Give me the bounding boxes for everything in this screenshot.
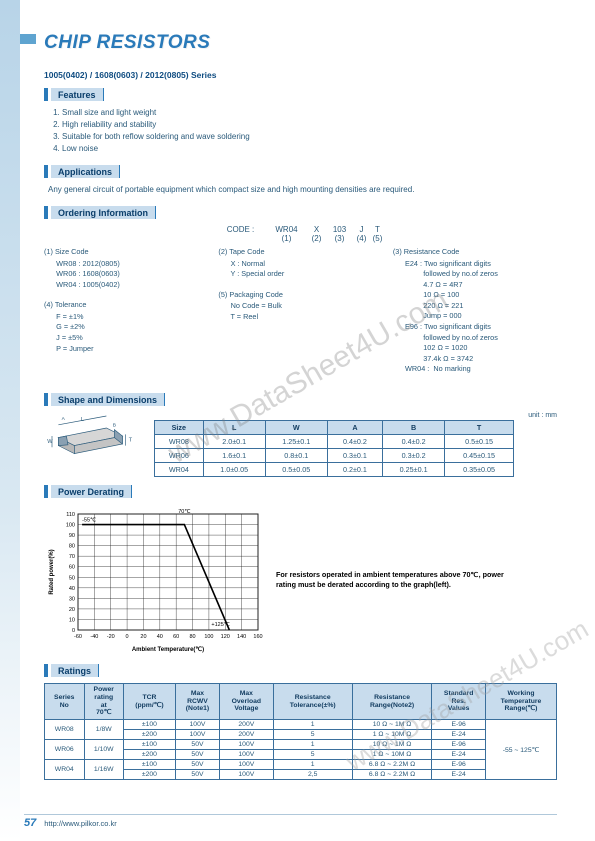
svg-text:Ambient Temperature(℃): Ambient Temperature(℃): [132, 646, 204, 653]
derating-chart: -60 -40 -20 0 20 40 60 80 100 120 140 160 0 10 20 30 40 5…: [44, 504, 264, 656]
svg-text:80: 80: [189, 634, 195, 640]
dimensions-wrap: L W T A B unit : mm SizeLWABTWR082.0±0.1…: [44, 412, 557, 477]
ordering-code: CODE : WR04X103JT(1)(2)(3)(4)(5): [44, 225, 557, 243]
table-row: WR081/8W±100100V200V110 Ω ~ 1M ΩE-96-55 …: [45, 720, 557, 730]
ratings-heading: Ratings: [44, 664, 557, 677]
derating-note: For resistors operated in ambient temper…: [276, 570, 516, 589]
series-line: 1005(0402) / 1608(0603) / 2012(0805) Ser…: [44, 70, 557, 80]
svg-text:100: 100: [204, 634, 213, 640]
dim-T: T: [129, 438, 133, 444]
svg-text:110: 110: [66, 512, 75, 518]
dim-B: B: [113, 422, 116, 428]
dim-L: L: [81, 417, 84, 423]
svg-text:-20: -20: [107, 634, 115, 640]
svg-text:120: 120: [221, 634, 230, 640]
svg-text:40: 40: [69, 586, 75, 592]
footer: 57 http://www.pilkor.co.kr: [24, 817, 117, 829]
dim-A: A: [62, 416, 66, 422]
table-row: WR041/16W±10050V100V16.8 Ω ~ 2.2M ΩE-96: [45, 760, 557, 770]
left-margin-bar: [0, 0, 20, 841]
svg-text:80: 80: [69, 544, 75, 550]
svg-text:100: 100: [66, 522, 75, 528]
dim-W: W: [47, 439, 53, 445]
svg-text:30: 30: [69, 596, 75, 602]
shape-heading: Shape and Dimensions: [44, 393, 557, 406]
svg-text:20: 20: [140, 634, 146, 640]
dimensions-table: SizeLWABTWR082.0±0.11.25±0.10.4±0.20.4±0…: [154, 420, 514, 477]
derating-heading: Power Derating: [44, 485, 557, 498]
features-body: Small size and light weightHigh reliabil…: [48, 107, 557, 155]
corner-notch: [20, 34, 36, 44]
svg-text:10: 10: [69, 617, 75, 623]
ordering-heading: Ordering Information: [44, 206, 557, 219]
applications-heading: Applications: [44, 165, 557, 178]
ratings-table: SeriesNoPowerratingat70℃TCR(ppm/℃)MaxRCW…: [44, 683, 557, 780]
dimensions-diagram: L W T A B: [44, 412, 140, 468]
page-number: 57: [24, 817, 36, 829]
features-heading: Features: [44, 88, 557, 101]
svg-text:70℃: 70℃: [178, 509, 191, 515]
svg-text:-55℃: -55℃: [82, 517, 97, 523]
page-title: CHIP RESISTORS: [44, 32, 557, 54]
table-row: WR061.6±0.10.8±0.10.3±0.10.3±0.20.45±0.1…: [155, 448, 514, 462]
feature-item: Low noise: [62, 143, 557, 155]
svg-text:+125℃: +125℃: [211, 622, 230, 628]
svg-text:40: 40: [157, 634, 163, 640]
feature-item: High reliability and stability: [62, 119, 557, 131]
svg-text:0: 0: [126, 634, 129, 640]
table-row: WR041.0±0.050.5±0.050.2±0.10.25±0.10.35±…: [155, 462, 514, 476]
svg-text:160: 160: [253, 634, 262, 640]
derating-wrap: -60 -40 -20 0 20 40 60 80 100 120 140 160 0 10 20 30 40 5…: [44, 504, 557, 656]
svg-text:140: 140: [237, 634, 246, 640]
ordering-columns: (1) Size Code WR08 : 2012(0805) WR06 : 1…: [44, 247, 557, 385]
svg-text:-40: -40: [90, 634, 98, 640]
svg-text:Rated power(%): Rated power(%): [49, 549, 55, 594]
feature-item: Suitable for both reflow soldering and w…: [62, 131, 557, 143]
footer-line: [24, 814, 557, 815]
svg-text:0: 0: [72, 628, 75, 634]
table-row: WR061/10W±10050V100V110 Ω ~ 1M ΩE-96: [45, 740, 557, 750]
table-row: WR082.0±0.11.25±0.10.4±0.20.4±0.20.5±0.1…: [155, 434, 514, 448]
svg-text:90: 90: [69, 533, 75, 539]
applications-body: Any general circuit of portable equipmen…: [48, 184, 557, 196]
svg-text:60: 60: [69, 565, 75, 571]
svg-text:60: 60: [173, 634, 179, 640]
feature-item: Small size and light weight: [62, 107, 557, 119]
svg-text:70: 70: [69, 554, 75, 560]
svg-text:-60: -60: [74, 634, 82, 640]
svg-text:50: 50: [69, 575, 75, 581]
svg-text:20: 20: [69, 607, 75, 613]
footer-url: http://www.pilkor.co.kr: [44, 819, 117, 828]
unit-label: unit : mm: [154, 412, 557, 419]
